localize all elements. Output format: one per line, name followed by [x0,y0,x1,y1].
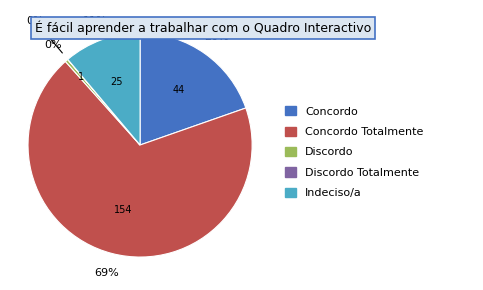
Legend: Concordo, Concordo Totalmente, Discordo, Discordo Totalmente, Indeciso/a: Concordo, Concordo Totalmente, Discordo,… [281,102,428,203]
Text: 11%: 11% [82,16,107,26]
Text: 25: 25 [111,77,123,87]
Text: 1: 1 [78,72,85,82]
Text: 154: 154 [114,205,132,215]
Wedge shape [140,33,246,145]
Text: 69%: 69% [95,268,119,278]
Wedge shape [68,33,140,145]
Wedge shape [68,59,140,145]
Text: É fácil aprender a trabalhar com o Quadro Interactivo: É fácil aprender a trabalhar com o Quadr… [35,20,371,35]
Text: 0%: 0% [27,16,44,26]
Wedge shape [28,61,252,257]
Text: 20%: 20% [204,32,229,42]
Text: 0%: 0% [44,40,62,50]
Wedge shape [65,59,140,145]
Text: 44: 44 [173,85,185,95]
